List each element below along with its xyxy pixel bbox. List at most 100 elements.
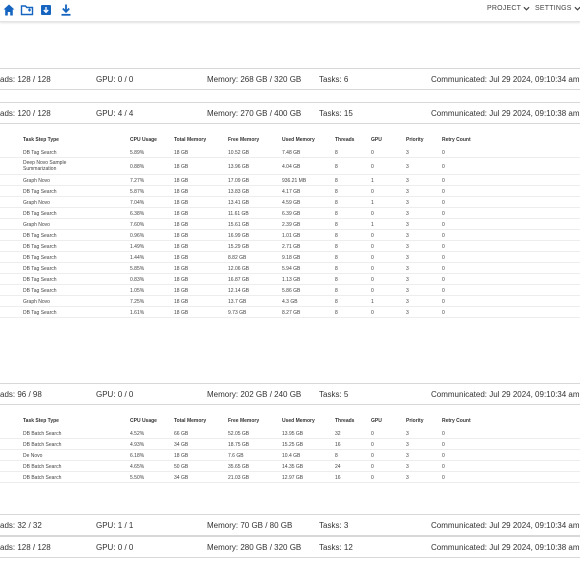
table-header: Task Step Type CPU Usage Total Memory Free … <box>0 414 580 428</box>
retry-count-cell: 0 <box>442 299 445 305</box>
cpu-usage-cell: 5.50% <box>130 475 145 481</box>
header-priority[interactable]: Priority <box>406 137 424 143</box>
task-step-type-cell: DB Batch Search <box>23 442 62 448</box>
priority-cell: 3 <box>406 200 409 206</box>
total-memory-cell: 18 GB <box>174 299 189 305</box>
header-threads[interactable]: Threads <box>335 418 355 424</box>
download-icon[interactable] <box>59 3 73 17</box>
retry-count-cell: 0 <box>442 150 445 156</box>
folder-icon[interactable] <box>20 3 34 17</box>
priority-cell: 3 <box>406 266 409 272</box>
header-free-memory[interactable]: Free Memory <box>228 418 260 424</box>
cpu-usage-cell: 7.25% <box>130 299 145 305</box>
header-cpu-usage[interactable]: CPU Usage <box>130 418 157 424</box>
gpu-cell: 1 <box>371 200 374 206</box>
table-row[interactable]: DB Tag Search 0.83% 18 GB 16.87 GB 1.13 GB 8 0… <box>0 274 580 285</box>
task-step-type-cell: Deep Novo Sample Summarization <box>23 160 67 172</box>
threads-cell: 24 <box>335 464 341 470</box>
task-step-type-cell: Graph Novo <box>23 178 50 184</box>
node-summary[interactable]: ads: 128 / 128 GPU: 0 / 0 Memory: 268 GB… <box>0 68 580 90</box>
used-memory-cell: 4.59 GB <box>282 200 301 206</box>
cpu-usage-cell: 0.83% <box>130 277 145 283</box>
total-memory-cell: 18 GB <box>174 189 189 195</box>
retry-count-cell: 0 <box>442 233 445 239</box>
total-memory-cell: 50 GB <box>174 464 189 470</box>
table-row[interactable]: DB Tag Search 1.61% 18 GB 9.73 GB 8.27 GB 8 0 3… <box>0 307 580 318</box>
table-row[interactable]: DB Tag Search 5.85% 18 GB 12.06 GB 5.94 GB 8 0… <box>0 263 580 274</box>
gpu-cell: 0 <box>371 244 374 250</box>
total-memory-cell: 18 GB <box>174 244 189 250</box>
node-summary[interactable]: ads: 128 / 128 GPU: 0 / 0 Memory: 280 GB… <box>0 536 580 558</box>
node-communicated: Communicated: Jul 29 2024, 09:10:34 am <box>431 75 580 84</box>
free-memory-cell: 12.06 GB <box>228 266 250 272</box>
table-row[interactable]: DB Batch Search 4.52% 66 GB 52.05 GB 13.95 G… <box>0 428 580 439</box>
header-task-step-type[interactable]: Task Step Type <box>23 137 59 143</box>
gpu-cell: 0 <box>371 164 374 170</box>
used-memory-cell: 6.39 GB <box>282 211 301 217</box>
header-gpu[interactable]: GPU <box>371 418 382 424</box>
node-threads: ads: 96 / 98 <box>0 390 42 399</box>
total-memory-cell: 18 GB <box>174 164 189 170</box>
retry-count-cell: 0 <box>442 310 445 316</box>
free-memory-cell: 35.65 GB <box>228 464 250 470</box>
header-threads[interactable]: Threads <box>335 137 355 143</box>
threads-cell: 32 <box>335 431 341 437</box>
free-memory-cell: 11.61 GB <box>228 211 249 217</box>
header-cpu-usage[interactable]: CPU Usage <box>130 137 157 143</box>
priority-cell: 3 <box>406 233 409 239</box>
cpu-usage-cell: 1.44% <box>130 255 145 261</box>
total-memory-cell: 18 GB <box>174 288 189 294</box>
node-summary[interactable]: ads: 96 / 98 GPU: 0 / 0 Memory: 202 GB /… <box>0 383 580 405</box>
settings-menu[interactable]: SETTINGS <box>535 5 580 12</box>
import-icon[interactable] <box>39 3 53 17</box>
used-memory-cell: 12.97 GB <box>282 475 304 481</box>
table-row[interactable]: Graph Novo 7.25% 18 GB 13.7 GB 4.3 GB 8 1 3 0 <box>0 296 580 307</box>
header-retry-count[interactable]: Retry Count <box>442 418 471 424</box>
home-icon[interactable] <box>2 3 16 17</box>
table-row[interactable]: Deep Novo Sample Summarization 0.88% 18 GB… <box>0 158 580 175</box>
table-row[interactable]: DB Tag Search 5.87% 18 GB 13.83 GB 4.17 GB 8 0… <box>0 186 580 197</box>
node-memory: Memory: 70 GB / 80 GB <box>207 521 293 530</box>
header-total-memory[interactable]: Total Memory <box>174 137 207 143</box>
priority-cell: 3 <box>406 255 409 261</box>
gpu-cell: 0 <box>371 266 374 272</box>
table-row[interactable]: DB Batch Search 4.65% 50 GB 35.65 GB 14.35 G… <box>0 461 580 472</box>
table-row[interactable]: DB Tag Search 6.38% 18 GB 11.61 GB 6.39 GB 8 0… <box>0 208 580 219</box>
cpu-usage-cell: 1.49% <box>130 244 145 250</box>
task-step-type-cell: DB Batch Search <box>23 475 62 481</box>
cpu-usage-cell: 0.88% <box>130 164 145 170</box>
table-row[interactable]: DB Batch Search 4.93% 34 GB 18.75 GB 15.25 G… <box>0 439 580 450</box>
total-memory-cell: 18 GB <box>174 255 189 261</box>
node-summary[interactable]: ads: 32 / 32 GPU: 1 / 1 Memory: 70 GB / … <box>0 514 580 536</box>
table-row[interactable]: Graph Novo 7.60% 18 GB 15.61 GB 2.39 GB 8 1 3 0 <box>0 219 580 230</box>
table-row[interactable]: DB Tag Search 5.89% 18 GB 10.52 GB 7.48 GB 8 0… <box>0 147 580 158</box>
table-row[interactable]: DB Tag Search 1.49% 18 GB 15.29 GB 2.71 GB 8 0… <box>0 241 580 252</box>
top-toolbar: PROJECT SETTINGS <box>0 0 580 22</box>
header-task-step-type[interactable]: Task Step Type <box>23 418 59 424</box>
project-menu[interactable]: PROJECT <box>487 5 530 12</box>
task-step-type-cell: DB Batch Search <box>23 431 62 437</box>
table-row[interactable]: De Novo 6.18% 18 GB 7.6 GB 10.4 GB 8 0 3 0 <box>0 450 580 461</box>
threads-cell: 8 <box>335 189 338 195</box>
header-used-memory[interactable]: Used Memory <box>282 137 315 143</box>
retry-count-cell: 0 <box>442 442 445 448</box>
gpu-cell: 0 <box>371 211 374 217</box>
gpu-cell: 0 <box>371 431 374 437</box>
table-row[interactable]: Graph Novo 7.27% 18 GB 17.09 GB 936.21 MB 8 1 3… <box>0 175 580 186</box>
priority-cell: 3 <box>406 189 409 195</box>
gpu-cell: 0 <box>371 475 374 481</box>
table-row[interactable]: DB Batch Search 5.50% 34 GB 21.03 GB 12.97 G… <box>0 472 580 483</box>
header-total-memory[interactable]: Total Memory <box>174 418 207 424</box>
header-priority[interactable]: Priority <box>406 418 424 424</box>
header-gpu[interactable]: GPU <box>371 137 382 143</box>
task-step-type-cell: Graph Novo <box>23 299 50 305</box>
node-summary[interactable]: ads: 120 / 128 GPU: 4 / 4 Memory: 270 GB… <box>0 102 580 124</box>
header-used-memory[interactable]: Used Memory <box>282 418 315 424</box>
header-retry-count[interactable]: Retry Count <box>442 137 471 143</box>
header-free-memory[interactable]: Free Memory <box>228 137 260 143</box>
retry-count-cell: 0 <box>442 266 445 272</box>
table-row[interactable]: Graph Novo 7.04% 18 GB 13.41 GB 4.59 GB 8 1 3 0 <box>0 197 580 208</box>
table-row[interactable]: DB Tag Search 1.05% 18 GB 12.14 GB 5.86 GB 8 0… <box>0 285 580 296</box>
table-row[interactable]: DB Tag Search 0.96% 18 GB 16.99 GB 1.01 GB 8 0… <box>0 230 580 241</box>
table-row[interactable]: DB Tag Search 1.44% 18 GB 8.82 GB 9.18 GB 8 0 3… <box>0 252 580 263</box>
